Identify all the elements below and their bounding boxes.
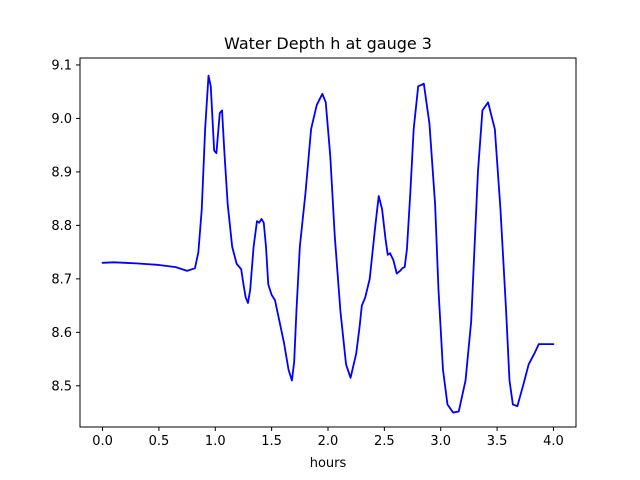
y-tick-label: 8.5 bbox=[51, 379, 72, 394]
y-tick-label: 9.1 bbox=[51, 58, 72, 73]
x-tick-label: 1.0 bbox=[205, 434, 226, 449]
x-axis-label: hours bbox=[310, 456, 347, 471]
y-tick-label: 8.9 bbox=[51, 165, 72, 180]
x-tick-label: 3.0 bbox=[430, 434, 451, 449]
x-tick-label: 1.5 bbox=[261, 434, 282, 449]
x-tick-label: 0.5 bbox=[149, 434, 170, 449]
y-tick-label: 8.8 bbox=[51, 219, 72, 234]
y-tick-label: 8.6 bbox=[51, 326, 72, 341]
x-tick-label: 2.0 bbox=[318, 434, 339, 449]
x-tick-label: 2.5 bbox=[374, 434, 395, 449]
chart-title: Water Depth h at gauge 3 bbox=[224, 34, 432, 53]
y-tick-label: 9.0 bbox=[51, 112, 72, 127]
x-tick-label: 3.5 bbox=[487, 434, 508, 449]
x-tick-label: 0.0 bbox=[92, 434, 113, 449]
series-line-0 bbox=[101, 74, 555, 414]
plot-area bbox=[101, 74, 555, 414]
axes: 0.0 0.5 1.0 1.5 2.0 2.5 3.0 3.5 4.0 8.5 8.6 8.7 8.8 8… bbox=[51, 57, 577, 449]
y-tick-label: 8.7 bbox=[51, 272, 72, 287]
x-tick-label: 4.0 bbox=[543, 434, 564, 449]
